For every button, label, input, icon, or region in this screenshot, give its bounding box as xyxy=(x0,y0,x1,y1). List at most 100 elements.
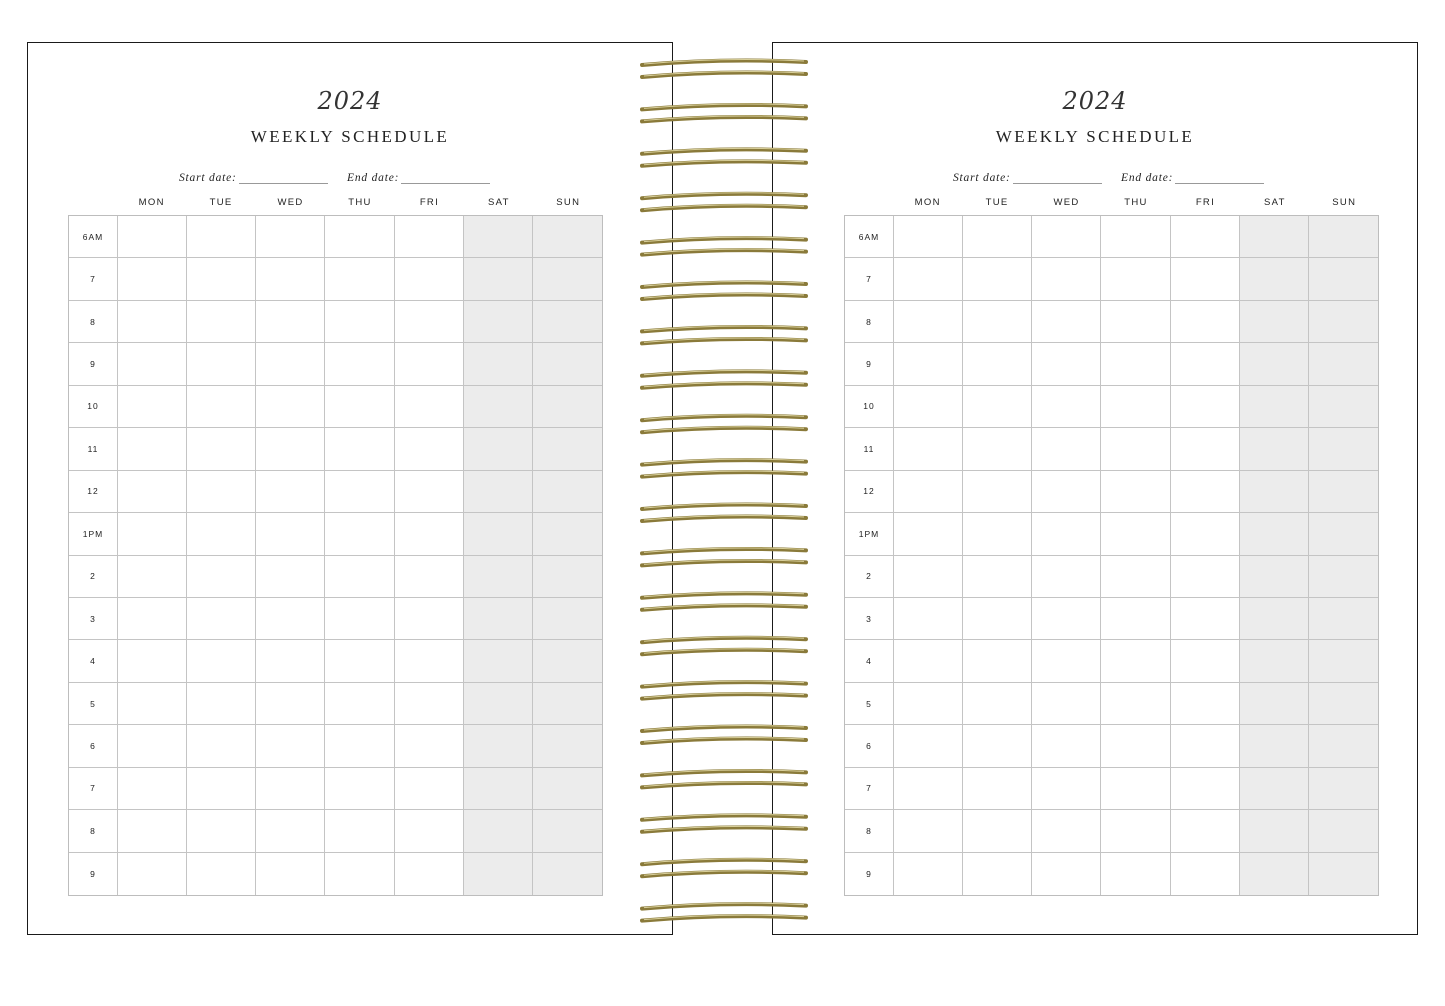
schedule-cell[interactable] xyxy=(1239,682,1309,726)
schedule-cell[interactable] xyxy=(118,725,188,768)
schedule-cell[interactable] xyxy=(1170,682,1240,726)
schedule-cell[interactable] xyxy=(1239,300,1309,344)
schedule-cell[interactable] xyxy=(463,470,533,514)
schedule-cell[interactable] xyxy=(1032,428,1102,471)
schedule-cell[interactable] xyxy=(894,258,964,301)
schedule-cell[interactable] xyxy=(532,513,602,556)
schedule-cell[interactable] xyxy=(118,640,188,683)
schedule-cell[interactable] xyxy=(256,767,326,811)
schedule-cell[interactable] xyxy=(1101,725,1171,768)
schedule-cell[interactable] xyxy=(1170,597,1240,641)
schedule-cell[interactable] xyxy=(118,513,188,556)
schedule-cell[interactable] xyxy=(256,810,326,853)
schedule-cell[interactable] xyxy=(325,343,395,386)
schedule-cell[interactable] xyxy=(256,216,326,259)
end-date-field[interactable]: End date: xyxy=(1121,172,1265,184)
schedule-cell[interactable] xyxy=(532,300,602,344)
schedule-cell[interactable] xyxy=(1239,597,1309,641)
schedule-cell[interactable] xyxy=(1032,810,1102,853)
schedule-cell[interactable] xyxy=(532,470,602,514)
schedule-cell[interactable] xyxy=(118,216,188,259)
schedule-cell[interactable] xyxy=(1171,852,1240,895)
schedule-cell[interactable] xyxy=(394,597,464,641)
schedule-cell[interactable] xyxy=(463,810,533,853)
schedule-cell[interactable] xyxy=(187,682,257,726)
schedule-cell[interactable] xyxy=(1308,682,1378,726)
schedule-cell[interactable] xyxy=(463,385,533,429)
schedule-cell[interactable] xyxy=(187,725,257,768)
schedule-cell[interactable] xyxy=(118,428,188,471)
schedule-cell[interactable] xyxy=(187,385,257,429)
schedule-cell[interactable] xyxy=(325,428,395,471)
schedule-cell[interactable] xyxy=(963,470,1033,514)
schedule-cell[interactable] xyxy=(463,300,533,344)
schedule-cell[interactable] xyxy=(894,725,964,768)
schedule-cell[interactable] xyxy=(463,725,533,768)
schedule-cell[interactable] xyxy=(463,513,533,556)
schedule-cell[interactable] xyxy=(1308,513,1378,556)
schedule-cell[interactable] xyxy=(1308,300,1378,344)
start-date-field[interactable]: Start date: xyxy=(953,172,1102,184)
schedule-cell[interactable] xyxy=(963,852,1033,895)
schedule-cell[interactable] xyxy=(894,767,964,811)
schedule-cell[interactable] xyxy=(1308,470,1378,514)
schedule-cell[interactable] xyxy=(1101,640,1171,683)
schedule-cell[interactable] xyxy=(1032,725,1102,768)
schedule-cell[interactable] xyxy=(963,682,1033,726)
schedule-cell[interactable] xyxy=(463,640,533,683)
schedule-cell[interactable] xyxy=(1170,767,1240,811)
schedule-cell[interactable] xyxy=(1308,428,1378,471)
schedule-cell[interactable] xyxy=(963,258,1033,301)
schedule-cell[interactable] xyxy=(532,767,602,811)
schedule-cell[interactable] xyxy=(1308,258,1378,301)
schedule-cell[interactable] xyxy=(118,385,188,429)
end-date-line[interactable] xyxy=(401,173,491,184)
schedule-cell[interactable] xyxy=(963,767,1033,811)
schedule-cell[interactable] xyxy=(187,258,257,301)
schedule-cell[interactable] xyxy=(256,555,326,598)
schedule-cell[interactable] xyxy=(963,810,1033,853)
schedule-cell[interactable] xyxy=(256,597,326,641)
schedule-cell[interactable] xyxy=(1308,555,1378,598)
schedule-cell[interactable] xyxy=(1239,258,1309,301)
schedule-cell[interactable] xyxy=(1239,555,1309,598)
schedule-cell[interactable] xyxy=(532,640,602,683)
schedule-cell[interactable] xyxy=(1101,300,1171,344)
schedule-cell[interactable] xyxy=(325,555,395,598)
schedule-cell[interactable] xyxy=(1170,513,1240,556)
schedule-cell[interactable] xyxy=(394,810,464,853)
schedule-cell[interactable] xyxy=(1239,767,1309,811)
schedule-cell[interactable] xyxy=(118,682,188,726)
schedule-cell[interactable] xyxy=(1101,555,1171,598)
schedule-cell[interactable] xyxy=(118,258,188,301)
schedule-cell[interactable] xyxy=(394,216,464,259)
schedule-cell[interactable] xyxy=(256,640,326,683)
schedule-cell[interactable] xyxy=(1101,385,1171,429)
schedule-cell[interactable] xyxy=(1308,385,1378,429)
schedule-cell[interactable] xyxy=(1101,767,1171,811)
schedule-cell[interactable] xyxy=(187,300,257,344)
schedule-cell[interactable] xyxy=(394,682,464,726)
schedule-cell[interactable] xyxy=(1101,810,1171,853)
schedule-cell[interactable] xyxy=(394,428,464,471)
schedule-cell[interactable] xyxy=(1308,810,1378,853)
start-date-line[interactable] xyxy=(1012,173,1102,184)
schedule-cell[interactable] xyxy=(963,597,1033,641)
schedule-cell[interactable] xyxy=(394,767,464,811)
schedule-cell[interactable] xyxy=(1239,470,1309,514)
schedule-cell[interactable] xyxy=(1032,640,1102,683)
start-date-field[interactable]: Start date: xyxy=(179,172,328,184)
schedule-cell[interactable] xyxy=(118,852,188,895)
schedule-cell[interactable] xyxy=(532,216,602,259)
schedule-cell[interactable] xyxy=(1101,682,1171,726)
schedule-cell[interactable] xyxy=(1170,300,1240,344)
schedule-cell[interactable] xyxy=(532,343,602,386)
schedule-cell[interactable] xyxy=(1032,682,1102,726)
schedule-cell[interactable] xyxy=(118,470,188,514)
schedule-cell[interactable] xyxy=(325,640,395,683)
schedule-cell[interactable] xyxy=(463,852,533,895)
schedule-cell[interactable] xyxy=(1032,555,1102,598)
schedule-cell[interactable] xyxy=(894,343,964,386)
schedule-cell[interactable] xyxy=(118,767,188,811)
schedule-cell[interactable] xyxy=(463,216,533,259)
